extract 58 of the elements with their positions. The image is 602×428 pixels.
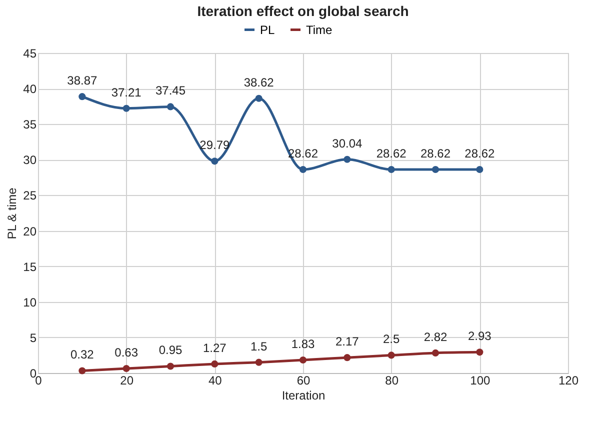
data-label: 2.17	[335, 334, 360, 349]
x-tick-label: 20	[120, 374, 134, 388]
data-label: 1.5	[250, 339, 268, 354]
point	[78, 367, 86, 374]
data-label: 1.27	[202, 340, 227, 355]
y-tick-label: 30	[23, 153, 37, 168]
x-tick-label: 120	[558, 374, 579, 388]
point	[388, 166, 395, 174]
data-label: 0.95	[158, 343, 182, 358]
point	[78, 93, 86, 100]
point	[476, 166, 484, 174]
data-label: 37.21	[111, 85, 142, 100]
point	[122, 364, 130, 372]
y-tick-label: 20	[23, 224, 37, 238]
y-axis-title: PL & time	[5, 187, 20, 240]
legend-label: PL	[260, 22, 276, 37]
point	[344, 354, 351, 362]
y-tick-label: 35	[23, 118, 37, 132]
data-label: 28.62	[464, 146, 496, 160]
x-tick-label: 80	[385, 374, 399, 388]
point	[432, 349, 440, 356]
y-tick-label: 25	[23, 188, 37, 203]
point	[476, 348, 484, 356]
point	[166, 103, 174, 110]
legend-label: Time	[306, 22, 333, 37]
y-tick-label: 5	[30, 330, 37, 345]
x-axis-title: Iteration	[282, 388, 326, 402]
point	[432, 166, 440, 174]
point	[388, 352, 395, 359]
point	[211, 360, 218, 368]
y-tick-label: 10	[23, 295, 37, 310]
x-tick-label: 60	[296, 374, 310, 388]
chart-title: Iteration effect on global search	[197, 3, 409, 19]
data-label: 0.32	[70, 348, 94, 362]
data-label: 30.04	[332, 136, 363, 150]
data-label: 38.87	[67, 74, 98, 88]
data-label: 28.62	[376, 146, 407, 160]
point	[166, 362, 174, 370]
data-label: 28.62	[420, 146, 451, 160]
point	[255, 358, 262, 366]
point	[299, 166, 307, 174]
x-tick-label: 40	[208, 374, 222, 388]
data-label: 38.62	[244, 75, 274, 90]
data-label: 2.5	[382, 332, 400, 346]
point	[344, 156, 351, 163]
data-label: 2.82	[424, 330, 448, 344]
point	[211, 158, 218, 165]
point	[299, 356, 307, 364]
data-label: 0.63	[114, 346, 138, 360]
y-tick-label: 40	[23, 82, 37, 96]
point	[255, 94, 262, 102]
data-label: 37.45	[155, 84, 186, 98]
x-tick-label: 100	[470, 374, 490, 388]
data-label: 2.93	[468, 329, 492, 344]
data-label: 1.83	[291, 336, 315, 351]
y-tick-label: 15	[23, 260, 37, 274]
point	[122, 104, 130, 112]
y-tick-label: 45	[23, 46, 37, 60]
